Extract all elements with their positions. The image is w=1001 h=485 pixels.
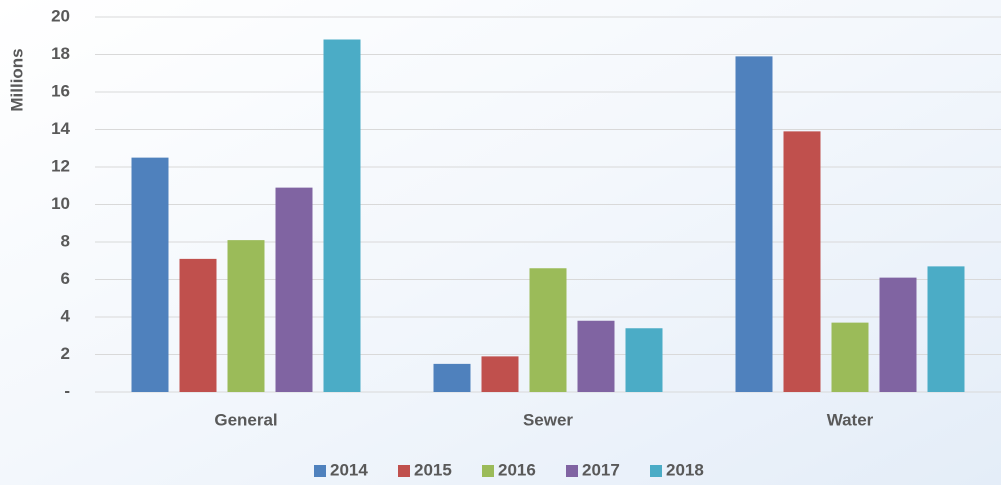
bar: [783, 131, 821, 392]
bar: [577, 320, 615, 392]
y-tick-label: 14: [51, 119, 70, 138]
bar: [131, 157, 169, 392]
y-tick-label: -: [64, 381, 70, 400]
bar: [927, 266, 965, 392]
y-tick-label: 8: [61, 231, 70, 250]
bar: [179, 258, 217, 392]
y-tick-label: 10: [51, 194, 70, 213]
bar: [323, 39, 361, 392]
legend-swatch: [650, 465, 662, 477]
bar: [481, 356, 519, 392]
y-tick-label: 4: [61, 306, 71, 325]
y-tick-label: 2: [61, 344, 70, 363]
legend-swatch: [398, 465, 410, 477]
y-tick-label: 20: [51, 6, 70, 25]
y-tick-label: 18: [51, 44, 70, 63]
legend-label: 2018: [666, 460, 704, 479]
y-axis-label: Millions: [7, 48, 26, 111]
bar: [625, 328, 663, 392]
bar: [735, 56, 773, 392]
y-tick-label: 6: [61, 269, 70, 288]
bar: [227, 240, 265, 392]
bar: [831, 322, 869, 392]
x-tick-label: General: [214, 410, 277, 429]
x-tick-label: Sewer: [523, 410, 573, 429]
y-tick-label: 16: [51, 81, 70, 100]
bar: [529, 268, 567, 392]
legend-label: 2014: [330, 460, 368, 479]
legend-label: 2016: [498, 460, 536, 479]
bar: [433, 363, 471, 392]
bar: [275, 187, 313, 392]
legend-label: 2015: [414, 460, 452, 479]
y-tick-label: 12: [51, 156, 70, 175]
legend-label: 2017: [582, 460, 620, 479]
x-tick-label: Water: [827, 410, 874, 429]
legend-swatch: [566, 465, 578, 477]
legend-swatch: [314, 465, 326, 477]
bar: [879, 277, 917, 392]
legend-swatch: [482, 465, 494, 477]
